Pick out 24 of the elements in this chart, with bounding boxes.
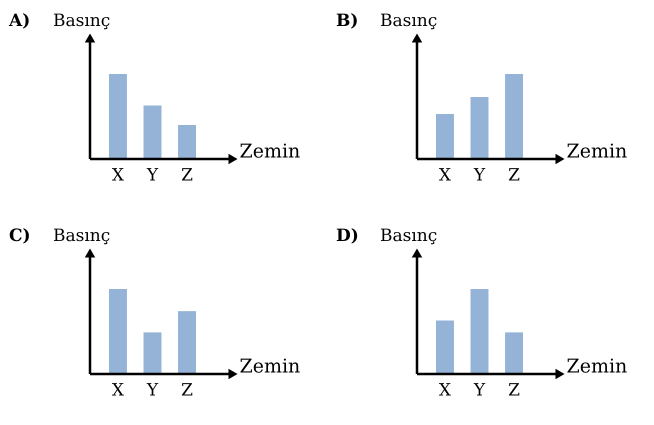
x-tick-label: X (438, 380, 452, 400)
x-axis-title: Zemin (240, 140, 300, 162)
x-tick-label: Y (146, 166, 159, 186)
x-axis-title: Zemin (566, 140, 628, 162)
x-axis-title: Zemin (240, 356, 300, 378)
x-tick-label: Z (508, 166, 520, 186)
x-tick-label: Y (472, 166, 486, 186)
y-axis-title: Basınç (53, 11, 110, 31)
chart-title: A) (8, 11, 30, 31)
x-tick-label: Y (146, 380, 159, 400)
x-tick-label: Z (508, 380, 520, 400)
y-axis-title: Basınç (380, 11, 438, 31)
x-tick-label: Z (181, 166, 194, 186)
x-tick-label: Y (472, 380, 486, 400)
chart-title: B) (336, 11, 358, 31)
x-axis-title: Zemin (566, 356, 628, 378)
x-tick-label: Z (181, 380, 194, 400)
x-tick-label: X (112, 380, 125, 400)
x-tick-label: X (112, 166, 125, 186)
y-axis-title: Basınç (53, 226, 110, 246)
chart-title: C) (9, 226, 31, 246)
x-tick-label: X (438, 166, 452, 186)
y-axis-title: Basınç (380, 226, 438, 246)
chart-title: D) (336, 226, 359, 246)
